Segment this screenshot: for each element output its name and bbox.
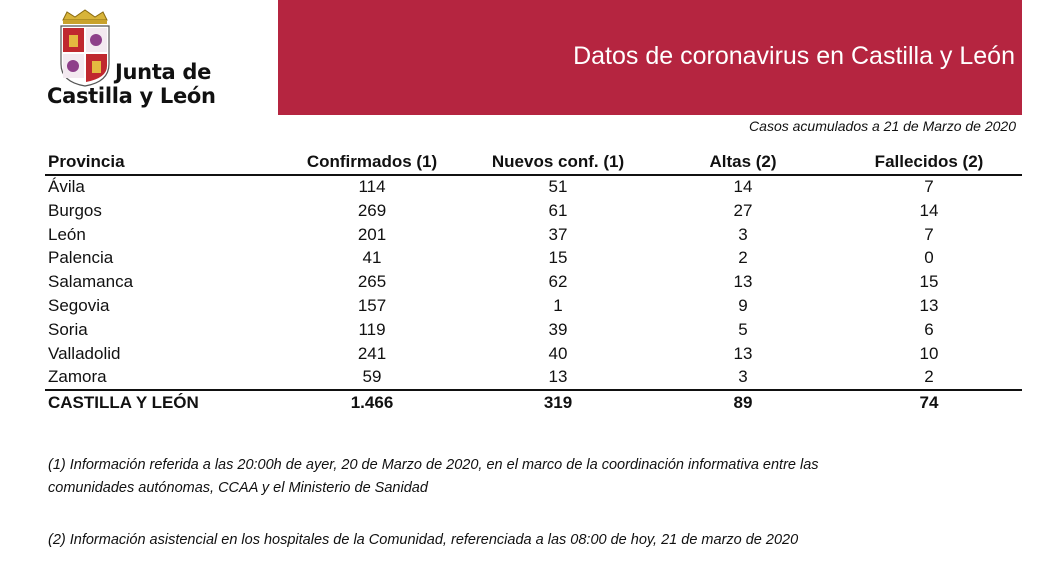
table-cell: 201 — [357, 224, 387, 244]
table-cell: León — [48, 224, 86, 244]
table-cell: 3 — [738, 224, 748, 244]
table-cell: 119 — [358, 319, 386, 339]
table-cell: 5 — [738, 319, 748, 339]
table-cell: 14 — [733, 177, 753, 196]
table-cell: 61 — [548, 200, 568, 220]
column-header: Confirmados (1) — [306, 152, 438, 171]
table-cell: Segovia — [48, 296, 110, 315]
table-cell: 7 — [924, 177, 934, 196]
table-cell: 15 — [919, 272, 939, 292]
table-cell: 27 — [733, 200, 753, 220]
table-cell: Ávila — [48, 177, 85, 196]
table-cell: 51 — [548, 177, 568, 196]
logo-text: Junta de — [115, 60, 212, 84]
table-cell: Salamanca — [48, 272, 134, 292]
header-rule — [45, 174, 1022, 176]
table-cell: 13 — [733, 272, 753, 292]
table-cell: 59 — [362, 367, 382, 387]
table-cell: 6 — [924, 319, 934, 339]
table-cell: Palencia — [48, 248, 114, 268]
table-cell: 39 — [548, 319, 568, 339]
page-title: Datos de coronavirus en Castilla y León — [573, 42, 1015, 70]
table-cell: 2 — [738, 248, 748, 268]
total-cell: 319 — [543, 393, 573, 412]
table-cell: 241 — [357, 343, 387, 363]
logo-emblem — [60, 9, 110, 87]
table-cell: 3 — [738, 367, 748, 387]
table-cell: 62 — [548, 272, 568, 292]
total-rule — [45, 389, 1022, 391]
subtitle: Casos acumulados a 21 de Marzo de 2020 — [749, 118, 1016, 134]
footnote: (1) Información referida a las 20:00h de… — [48, 457, 819, 473]
table-cell: 114 — [358, 177, 386, 196]
banner — [278, 0, 1022, 115]
column-header: Provincia — [48, 152, 125, 171]
table-cell: Soria — [48, 319, 88, 339]
footnote: comunidades autónomas, CCAA y el Ministe… — [48, 480, 428, 496]
table-cell: 40 — [548, 343, 568, 363]
table-cell: Zamora — [48, 367, 107, 387]
table-cell: 269 — [357, 200, 387, 220]
table-cell: 13 — [548, 367, 568, 387]
table-cell: 41 — [362, 248, 382, 268]
column-header: Nuevos conf. (1) — [491, 152, 625, 171]
table-cell: 7 — [924, 224, 934, 244]
table-cell: 9 — [738, 296, 748, 315]
logo-text: Castilla y León — [47, 84, 216, 108]
table-cell: 1 — [553, 296, 563, 315]
total-cell: 89 — [733, 393, 753, 412]
total-cell: CASTILLA Y LEÓN — [48, 393, 199, 412]
table-cell: 2 — [924, 367, 934, 387]
table-cell: Burgos — [48, 200, 102, 220]
column-header: Altas (2) — [709, 152, 777, 171]
column-header: Fallecidos (2) — [874, 152, 984, 171]
total-cell: 74 — [919, 393, 939, 412]
table-cell: 37 — [548, 224, 568, 244]
table-cell: 13 — [733, 343, 753, 363]
table-cell: 15 — [548, 248, 568, 268]
table-cell: 265 — [357, 272, 387, 292]
table-cell: Valladolid — [48, 343, 121, 363]
table-cell: 13 — [919, 296, 939, 315]
table-cell: 10 — [919, 343, 939, 363]
table-cell: 0 — [924, 248, 934, 268]
table-cell: 14 — [919, 200, 939, 220]
table-cell: 157 — [357, 296, 387, 315]
total-cell: 1.466 — [350, 393, 394, 412]
footnote: (2) Información asistencial en los hospi… — [48, 532, 799, 548]
